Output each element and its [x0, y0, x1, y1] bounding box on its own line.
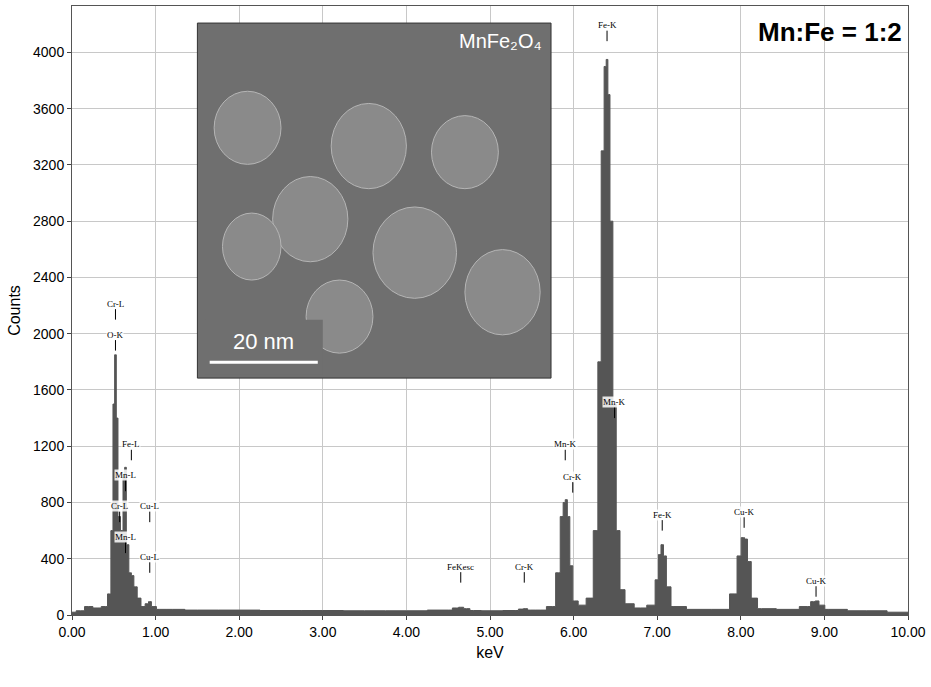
svg-text:Mn-L: Mn-L [115, 532, 136, 542]
svg-text:Mn:Fe = 1:2: Mn:Fe = 1:2 [758, 17, 902, 47]
svg-text:0.00: 0.00 [58, 624, 85, 640]
svg-text:Cr-L: Cr-L [107, 299, 124, 309]
svg-text:3200: 3200 [33, 157, 64, 173]
svg-text:Cu-L: Cu-L [140, 501, 159, 511]
svg-text:1200: 1200 [33, 438, 64, 454]
svg-text:5.00: 5.00 [476, 624, 503, 640]
svg-text:1600: 1600 [33, 382, 64, 398]
svg-text:O-K: O-K [107, 330, 123, 340]
svg-text:8.00: 8.00 [727, 624, 754, 640]
svg-text:7.00: 7.00 [644, 624, 671, 640]
svg-text:6.00: 6.00 [560, 624, 587, 640]
svg-text:3600: 3600 [33, 101, 64, 117]
svg-text:Fe-K: Fe-K [598, 20, 617, 30]
svg-text:Cu-L: Cu-L [140, 552, 159, 562]
svg-text:10.00: 10.00 [890, 624, 925, 640]
svg-text:9.00: 9.00 [811, 624, 838, 640]
svg-text:4000: 4000 [33, 44, 64, 60]
svg-text:FeKesc: FeKesc [447, 562, 474, 572]
svg-text:Cr-K: Cr-K [563, 472, 582, 482]
svg-text:4.00: 4.00 [393, 624, 420, 640]
svg-text:keV: keV [476, 644, 504, 661]
svg-text:Fe-K: Fe-K [653, 510, 672, 520]
svg-text:Mn-L: Mn-L [115, 470, 136, 480]
svg-text:Counts: Counts [6, 285, 23, 336]
svg-text:20 nm: 20 nm [233, 329, 294, 354]
svg-text:1.00: 1.00 [142, 624, 169, 640]
svg-text:2800: 2800 [33, 213, 64, 229]
svg-text:0: 0 [56, 607, 64, 623]
svg-text:Mn-K: Mn-K [603, 397, 625, 407]
svg-text:Mn-K: Mn-K [554, 439, 576, 449]
svg-text:2.00: 2.00 [226, 624, 253, 640]
svg-text:Cr-K: Cr-K [515, 562, 534, 572]
svg-text:800: 800 [41, 494, 65, 510]
svg-text:MnFe₂O₄: MnFe₂O₄ [459, 30, 542, 52]
svg-text:Cu-K: Cu-K [806, 576, 827, 586]
svg-text:Cr-L: Cr-L [111, 501, 128, 511]
svg-text:400: 400 [41, 551, 65, 567]
svg-text:2000: 2000 [33, 326, 64, 342]
svg-text:Fe-L: Fe-L [122, 439, 140, 449]
svg-text:Cu-K: Cu-K [734, 507, 755, 517]
svg-text:3.00: 3.00 [309, 624, 336, 640]
svg-text:2400: 2400 [33, 269, 64, 285]
